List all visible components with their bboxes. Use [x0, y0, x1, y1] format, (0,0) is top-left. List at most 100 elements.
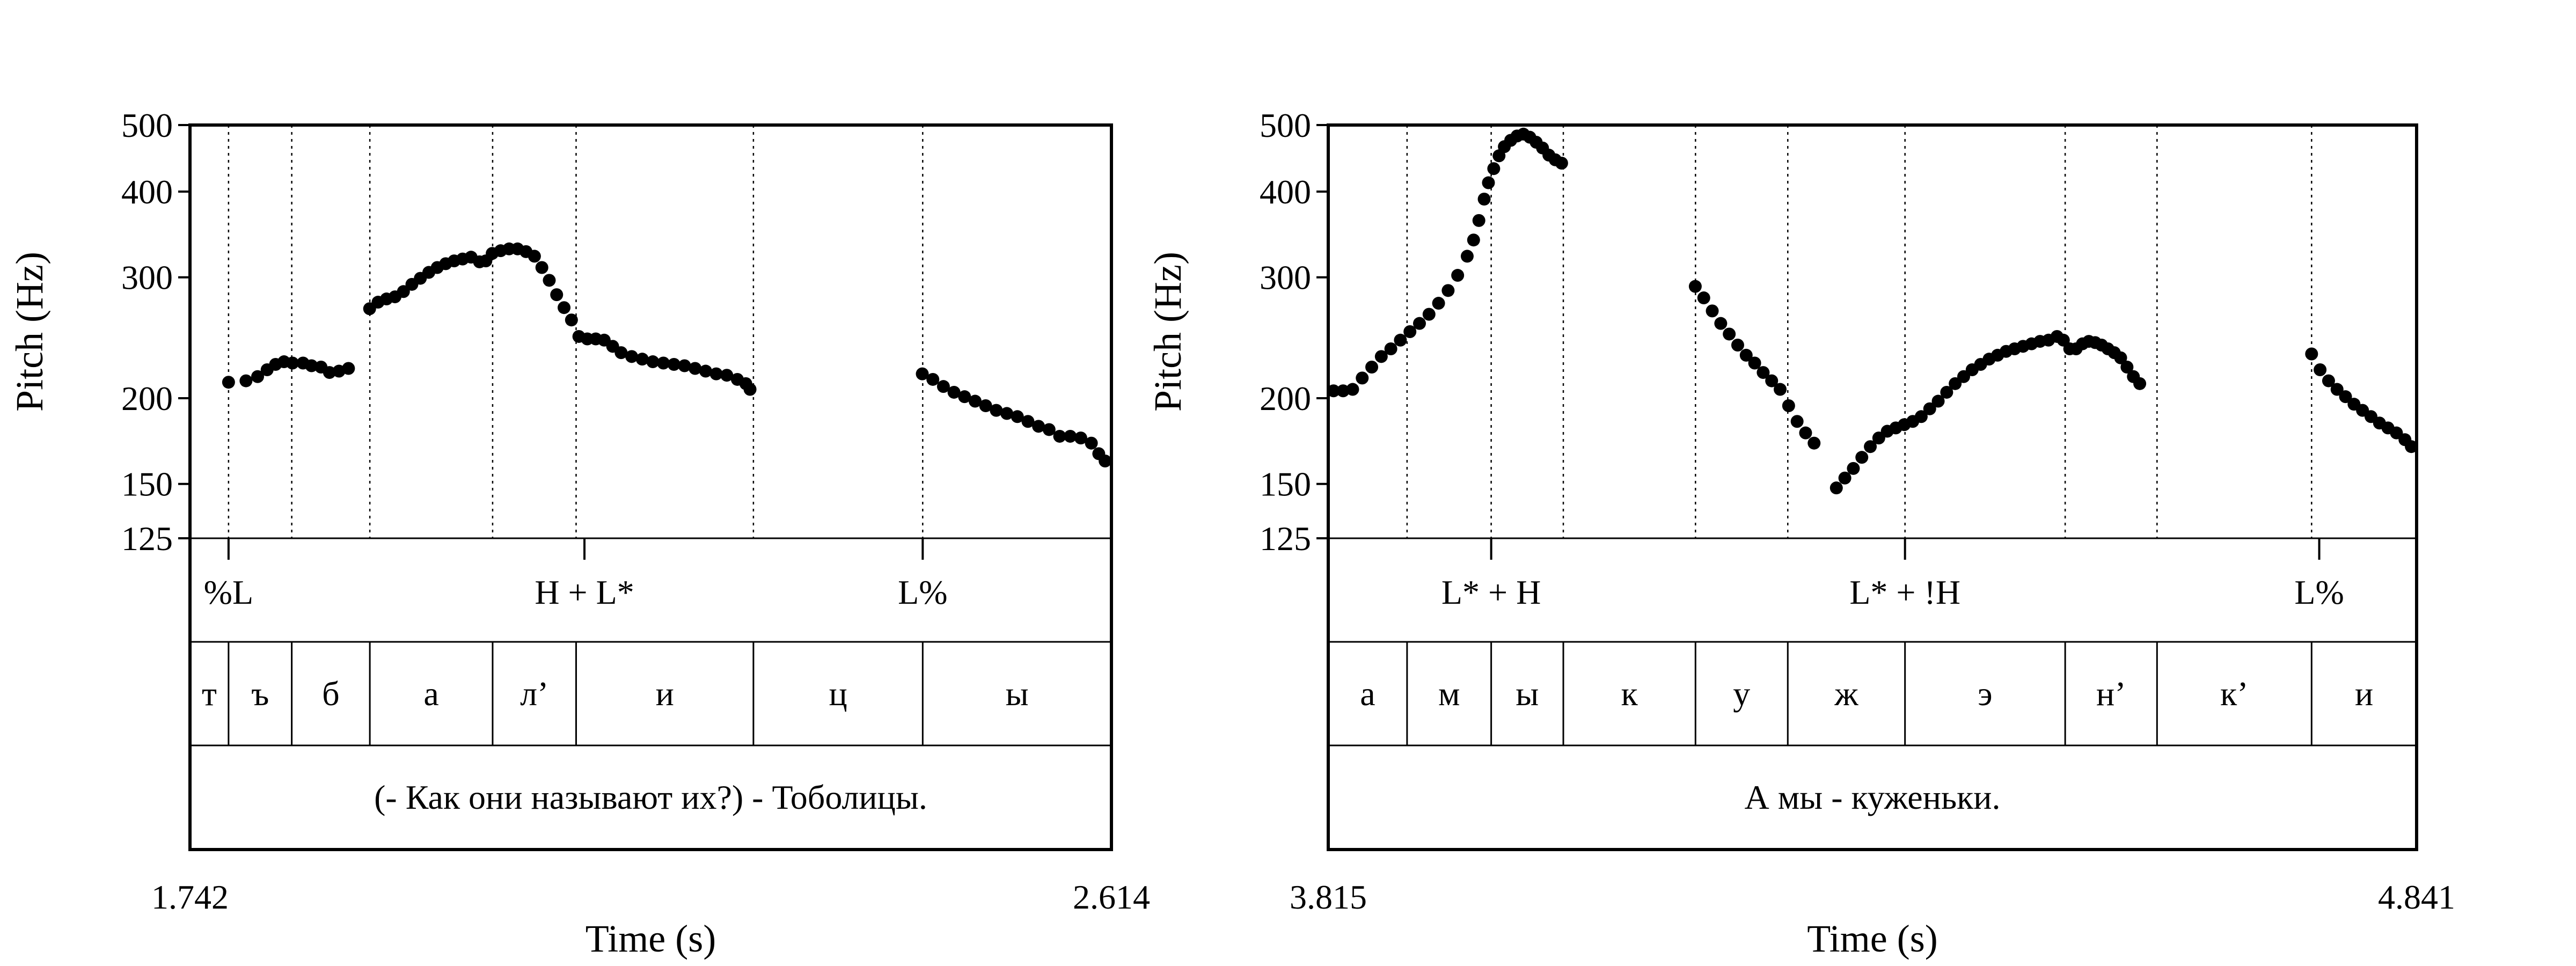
- pitch-point: [1000, 407, 1014, 420]
- pitch-point: [2405, 440, 2418, 453]
- pitch-point: [926, 372, 940, 386]
- pitch-point: [323, 366, 336, 379]
- utterance-label: А мы - куженьки.: [1745, 778, 2001, 816]
- segment-label: ж: [1834, 675, 1858, 713]
- tone-label: L* + H: [1441, 573, 1541, 611]
- pitch-point: [1714, 317, 1728, 330]
- pitch-point: [550, 288, 564, 302]
- tone-label: L* + !H: [1849, 573, 1960, 611]
- y-tick-label: 200: [1260, 379, 1311, 418]
- y-tick-label: 400: [1260, 173, 1311, 211]
- segment-label: м: [1438, 675, 1460, 713]
- pitch-point: [1847, 462, 1860, 475]
- pitch-point: [1688, 280, 1702, 293]
- x-tick-label-start: 3.815: [1290, 878, 1367, 916]
- segment-label: к: [1621, 675, 1638, 713]
- pitch-point: [1365, 360, 1379, 374]
- segment-label: ц: [829, 675, 847, 713]
- pitch-point: [305, 359, 318, 372]
- pitch-point: [1472, 214, 1485, 227]
- segment-label: т: [202, 675, 217, 713]
- pitch-point: [968, 394, 982, 408]
- pitch-point: [1949, 377, 1962, 390]
- y-tick-label: 150: [121, 465, 173, 503]
- pitch-point: [1327, 384, 1340, 398]
- y-tick-label: 400: [121, 173, 173, 211]
- pitch-point: [1829, 481, 1843, 495]
- pitch-point: [2305, 347, 2318, 361]
- pitch-point: [1487, 162, 1501, 175]
- pitch-point: [222, 376, 235, 389]
- pitch-point: [958, 390, 971, 404]
- pitch-point: [535, 261, 548, 274]
- pitch-point: [1477, 193, 1491, 206]
- pitch-point: [947, 385, 961, 399]
- y-tick-label: 125: [1260, 519, 1311, 558]
- pitch-point: [1739, 348, 1753, 362]
- segment-label: л’: [520, 675, 548, 713]
- pitch-point: [667, 357, 680, 371]
- segment-label: и: [2355, 675, 2373, 713]
- pitch-point: [1748, 356, 1761, 370]
- left-panel: 125 150 200 300 400 500 Pitch (Hz) %L H + L* L% т ъ…: [8, 106, 1150, 960]
- pitch-point: [1697, 291, 1710, 305]
- pitch-point: [239, 374, 253, 387]
- pitch-point: [1374, 350, 1388, 363]
- segment-label: ъ: [251, 675, 269, 713]
- y-tick-label: 300: [121, 259, 173, 297]
- pitch-point: [1931, 394, 1945, 408]
- pitch-point: [1085, 436, 1098, 450]
- y-tick-label: 500: [121, 106, 173, 144]
- pitch-point: [1413, 317, 1426, 330]
- pitch-point: [1914, 410, 1928, 423]
- pitch-point: [1706, 304, 1719, 318]
- segment-label: а: [423, 675, 438, 713]
- utterance-label: (- Как они называют их?) - Тоболицы.: [374, 778, 927, 816]
- x-tick-label-end: 4.841: [2378, 878, 2455, 916]
- pitch-point: [1774, 383, 1787, 396]
- segment-label: и: [656, 675, 674, 713]
- pitch-point: [1838, 471, 1851, 485]
- pitch-point: [1384, 342, 1397, 356]
- y-axis-title: Pitch (Hz): [8, 252, 51, 412]
- pitch-point: [678, 359, 691, 372]
- pitch-point: [1757, 366, 1770, 379]
- pitch-point: [1441, 284, 1455, 297]
- pitch-point: [979, 399, 992, 413]
- pitch-point: [397, 285, 410, 298]
- pitch-point: [614, 346, 628, 360]
- segment-label: ы: [1516, 675, 1539, 713]
- pitch-point: [635, 353, 649, 366]
- pitch-point: [1923, 402, 1936, 415]
- pitch-point: [1356, 371, 1369, 385]
- pitch-point: [1011, 410, 1024, 423]
- pitch-point: [1765, 374, 1779, 387]
- pitch-point: [342, 362, 355, 375]
- pitch-point: [1422, 308, 1436, 321]
- tone-label: L%: [2294, 573, 2344, 611]
- pitch-point: [2133, 377, 2147, 390]
- pitch-point: [528, 250, 541, 263]
- pitch-point: [2314, 363, 2327, 377]
- pitch-point: [1099, 454, 1112, 467]
- pitch-point: [1799, 426, 1812, 440]
- pitch-point: [1790, 415, 1804, 428]
- pitch-point: [646, 355, 660, 369]
- pitch-point: [565, 313, 578, 327]
- pitch-point: [720, 369, 734, 382]
- pitch-point: [743, 383, 757, 396]
- pitch-point: [1482, 176, 1495, 189]
- pitch-point: [1555, 157, 1568, 170]
- y-tick-label: 125: [121, 519, 173, 558]
- y-tick-label: 200: [121, 379, 173, 418]
- segment-label: у: [1733, 675, 1750, 713]
- pitch-point: [1731, 338, 1744, 352]
- pitch-point: [709, 367, 723, 380]
- pitch-point: [1855, 451, 1869, 464]
- segment-label: а: [1360, 675, 1375, 713]
- x-tick-label-start: 1.742: [151, 878, 229, 916]
- pitch-point: [2114, 351, 2127, 364]
- pitch-point: [1782, 399, 1795, 413]
- tone-label: L%: [898, 573, 947, 611]
